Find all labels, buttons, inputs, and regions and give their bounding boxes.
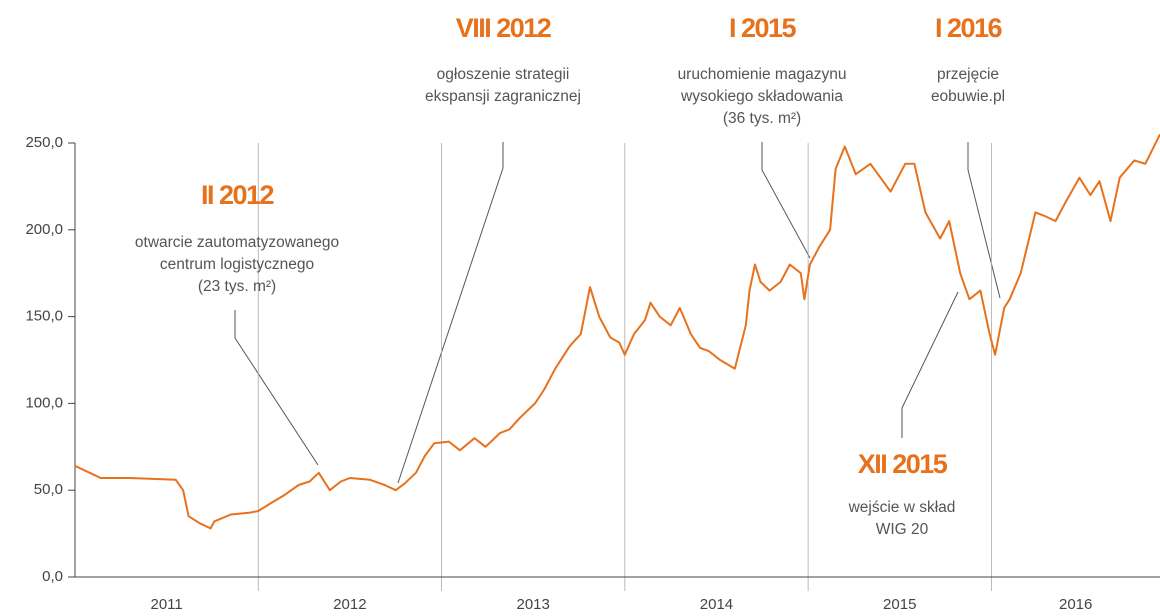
annotation-text: (36 tys. m²) [723, 110, 801, 127]
annotation-text: eobuwie.pl [931, 88, 1005, 105]
annotation-title: II 2012 [201, 180, 274, 210]
x-tick-label: 2015 [883, 596, 916, 613]
annotation-text: WIG 20 [876, 521, 929, 538]
pointer [397, 142, 504, 484]
pointer [761, 142, 811, 259]
y-tick-label: 150,0 [25, 308, 63, 325]
pointer [234, 310, 319, 466]
x-tick-label: 2016 [1059, 596, 1092, 613]
annotation-text: przejęcie [937, 66, 999, 83]
pointer [901, 291, 959, 438]
x-tick-label: 2014 [700, 596, 733, 613]
y-tick-label: 200,0 [25, 221, 63, 238]
annotation-text: otwarcie zautomatyzowanego [135, 234, 339, 251]
y-tick-label: 250,0 [25, 134, 63, 151]
annotation-text: (23 tys. m²) [198, 278, 276, 295]
annotation-title: I 2015 [729, 13, 797, 43]
annotation-text: uruchomienie magazynu [678, 66, 847, 83]
annotation-title: I 2016 [935, 13, 1003, 43]
x-tick-label: 2012 [333, 596, 366, 613]
annotation-text: wejście w skład [848, 499, 956, 516]
annotation-text: ogłoszenie strategii [437, 66, 570, 83]
pointer [967, 142, 1001, 299]
x-tick-label: 2013 [517, 596, 550, 613]
annotation-text: wysokiego składowania [680, 88, 843, 105]
y-tick-label: 0,0 [42, 568, 63, 585]
price-line [74, 133, 1160, 530]
annotation-text: ekspansji zagranicznej [425, 88, 581, 105]
y-tick-label: 50,0 [34, 481, 63, 498]
y-tick-label: 100,0 [25, 394, 63, 411]
annotation-title: XII 2015 [858, 449, 948, 479]
annotation-title: VIII 2012 [456, 13, 551, 43]
x-tick-label: 2011 [151, 596, 183, 613]
annotation-text: centrum logistycznego [160, 256, 314, 273]
